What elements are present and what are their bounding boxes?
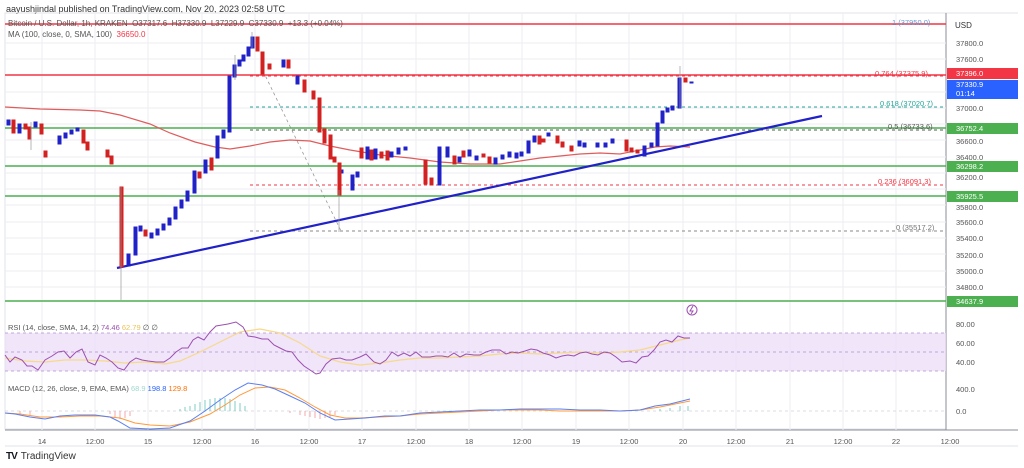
tradingview-name: TradingView (20, 451, 76, 462)
time-tick: 21 (785, 437, 795, 446)
ma-label: MA (100, close, 0, SMA, 100) (8, 30, 113, 39)
time-tick: 12:00 (299, 437, 319, 446)
time-tick: 12:00 (619, 437, 639, 446)
macd-tick: 400.0 (956, 385, 975, 394)
price-tick: 35200.0 (956, 251, 984, 260)
price-tag-support: 36752.4 (956, 124, 984, 133)
time-tick: 14 (37, 437, 47, 446)
fib-label-1: 1 (37950.0) (892, 18, 931, 27)
tradingview-logo[interactable]: TV TradingView (6, 451, 76, 462)
time-tick: 22 (891, 437, 901, 446)
macd-histogram (19, 398, 689, 419)
fib-label-0764: 0.764 (37375.9) (875, 69, 928, 78)
time-tick: 20 (678, 437, 688, 446)
ohlc-close: C37330.9 (248, 19, 284, 28)
macd-hist-value: 68.9 (130, 384, 146, 393)
macd-signal-line (4, 386, 691, 427)
bullish-trendline (116, 114, 823, 270)
currency-label[interactable]: USD (955, 21, 972, 30)
macd-legend[interactable]: MACD (12, 26, close, 9, EMA, EMA) 68.9 1… (8, 384, 187, 393)
fib-label-0618: 0.618 (37020.7) (880, 99, 933, 108)
price-tag-support: 36298.2 (956, 162, 984, 171)
fib-label-0: 0 (35517.2) (896, 223, 935, 232)
rsi-pane (4, 321, 946, 375)
time-tick: 18 (464, 437, 474, 446)
time-tick: 12:00 (85, 437, 105, 446)
candle-wicks (30, 32, 681, 300)
price-tick: 35600.0 (956, 218, 984, 227)
time-tick: 12:00 (512, 437, 532, 446)
time-tick: 16 (250, 437, 260, 446)
price-tag-support: 34637.9 (956, 297, 984, 306)
time-tick: 12:00 (192, 437, 212, 446)
fib-label-0236: 0.236 (36091.3) (878, 177, 931, 186)
rsi-tick: 40.00 (956, 358, 975, 367)
symbol-legend[interactable]: Bitcoin / U.S. Dollar, 1h, KRAKEN O37317… (8, 19, 343, 28)
rsi-tick: 60.00 (956, 339, 975, 348)
price-tag-support: 35925.5 (956, 192, 984, 201)
price-tick: 36200.0 (956, 173, 984, 182)
price-tick: 35400.0 (956, 234, 984, 243)
fib-label-05: 0.5 (36733.6) (888, 122, 933, 131)
ohlc-low: L37229.9 (210, 19, 245, 28)
price-tag-resistance: 37396.0 (956, 69, 984, 78)
price-tick: 36400.0 (956, 153, 984, 162)
price-tick: 34800.0 (956, 283, 984, 292)
time-tick: 17 (357, 437, 367, 446)
rsi-legend[interactable]: RSI (14, close, SMA, 14, 2) 74.46 62.79 … (8, 323, 158, 332)
split-event-icon[interactable] (686, 304, 698, 316)
price-axis-tags (947, 68, 1018, 307)
publisher-info: aayushjindal published on TradingView.co… (6, 4, 286, 14)
rsi-label: RSI (14, close, SMA, 14, 2) (8, 323, 99, 332)
rsi-value: 74.46 (100, 323, 120, 332)
macd-signal-value: 129.8 (168, 384, 188, 393)
macd-tick: 0.0 (956, 407, 967, 416)
price-tick: 37000.0 (956, 104, 984, 113)
ma-value: 36650.0 (116, 30, 146, 39)
price-tick: 37800.0 (956, 39, 984, 48)
time-tick: 12:00 (833, 437, 853, 446)
ohlc-high: H37330.9 (171, 19, 207, 28)
rsi-tick: 80.00 (956, 320, 975, 329)
rsi-line (4, 321, 690, 375)
price-tick: 35800.0 (956, 203, 984, 212)
time-tick: 19 (571, 437, 581, 446)
ma-100-line (4, 106, 691, 165)
time-tick: 12:00 (726, 437, 746, 446)
rsi-extra2: ∅ (151, 323, 158, 332)
price-candles (6, 32, 694, 300)
horizontal-grid (5, 42, 946, 288)
price-tick: 36600.0 (956, 137, 984, 146)
ma-legend[interactable]: MA (100, close, 0, SMA, 100) 36650.0 (8, 30, 145, 39)
macd-line (4, 382, 691, 430)
tradingview-mark-icon: TV (6, 451, 18, 462)
rsi-sma-value: 62.79 (121, 323, 141, 332)
price-tag-countdown: 01:14 (956, 89, 975, 98)
macd-pane (4, 382, 946, 430)
macd-label: MACD (12, 26, close, 9, EMA, EMA) (8, 384, 129, 393)
time-tick: 15 (143, 437, 153, 446)
price-tag-current: 37330.9 (956, 80, 984, 89)
price-tick: 35000.0 (956, 267, 984, 276)
time-tick: 12:00 (940, 437, 960, 446)
macd-value: 198.8 (147, 384, 167, 393)
key-levels (5, 23, 946, 302)
price-tick: 37600.0 (956, 55, 984, 64)
rsi-extra1: ∅ (142, 323, 150, 332)
time-tick: 12:00 (406, 437, 426, 446)
ohlc-change: +13.3 (+0.04%) (287, 19, 343, 28)
symbol-name: Bitcoin / U.S. Dollar, 1h, KRAKEN (8, 19, 128, 28)
ohlc-open: O37317.6 (132, 19, 168, 28)
